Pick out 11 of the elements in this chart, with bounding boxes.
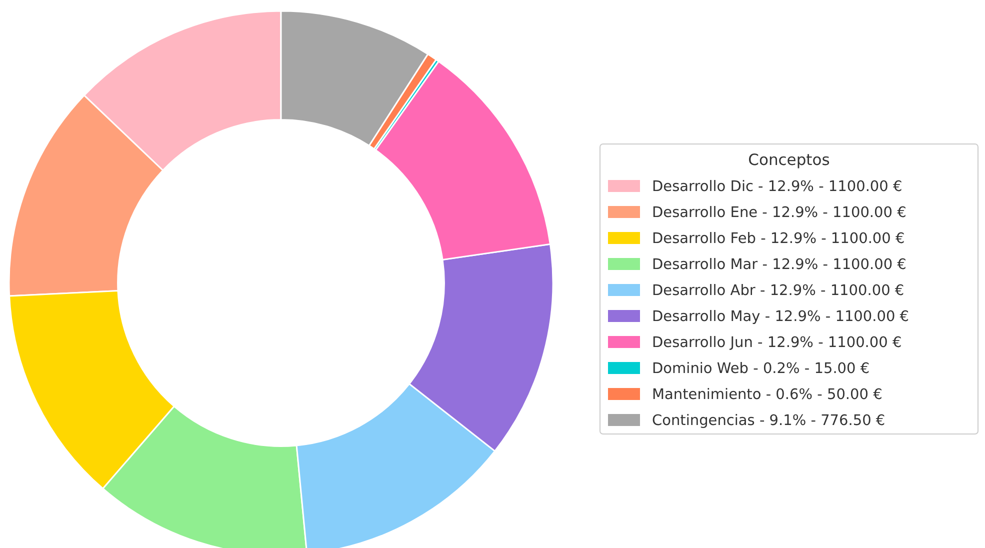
legend-title: Conceptos (748, 151, 830, 169)
legend-label: Desarrollo Ene - 12.9% - 1100.00 € (652, 205, 906, 221)
legend-label: Desarrollo Abr - 12.9% - 1100.00 € (652, 283, 904, 299)
legend-label: Desarrollo Feb - 12.9% - 1100.00 € (652, 231, 905, 247)
legend-label: Desarrollo May - 12.9% - 1100.00 € (652, 309, 910, 325)
legend-label: Desarrollo Jun - 12.9% - 1100.00 € (652, 335, 902, 351)
legend-label: Desarrollo Mar - 12.9% - 1100.00 € (652, 257, 906, 273)
legend-label: Contingencias - 9.1% - 776.50 € (652, 413, 886, 429)
legend-label: Dominio Web - 0.2% - 15.00 € (652, 361, 870, 377)
legend-label: Mantenimiento - 0.6% - 50.00 € (652, 387, 882, 403)
legend-label: Desarrollo Dic - 12.9% - 1100.00 € (652, 179, 902, 195)
